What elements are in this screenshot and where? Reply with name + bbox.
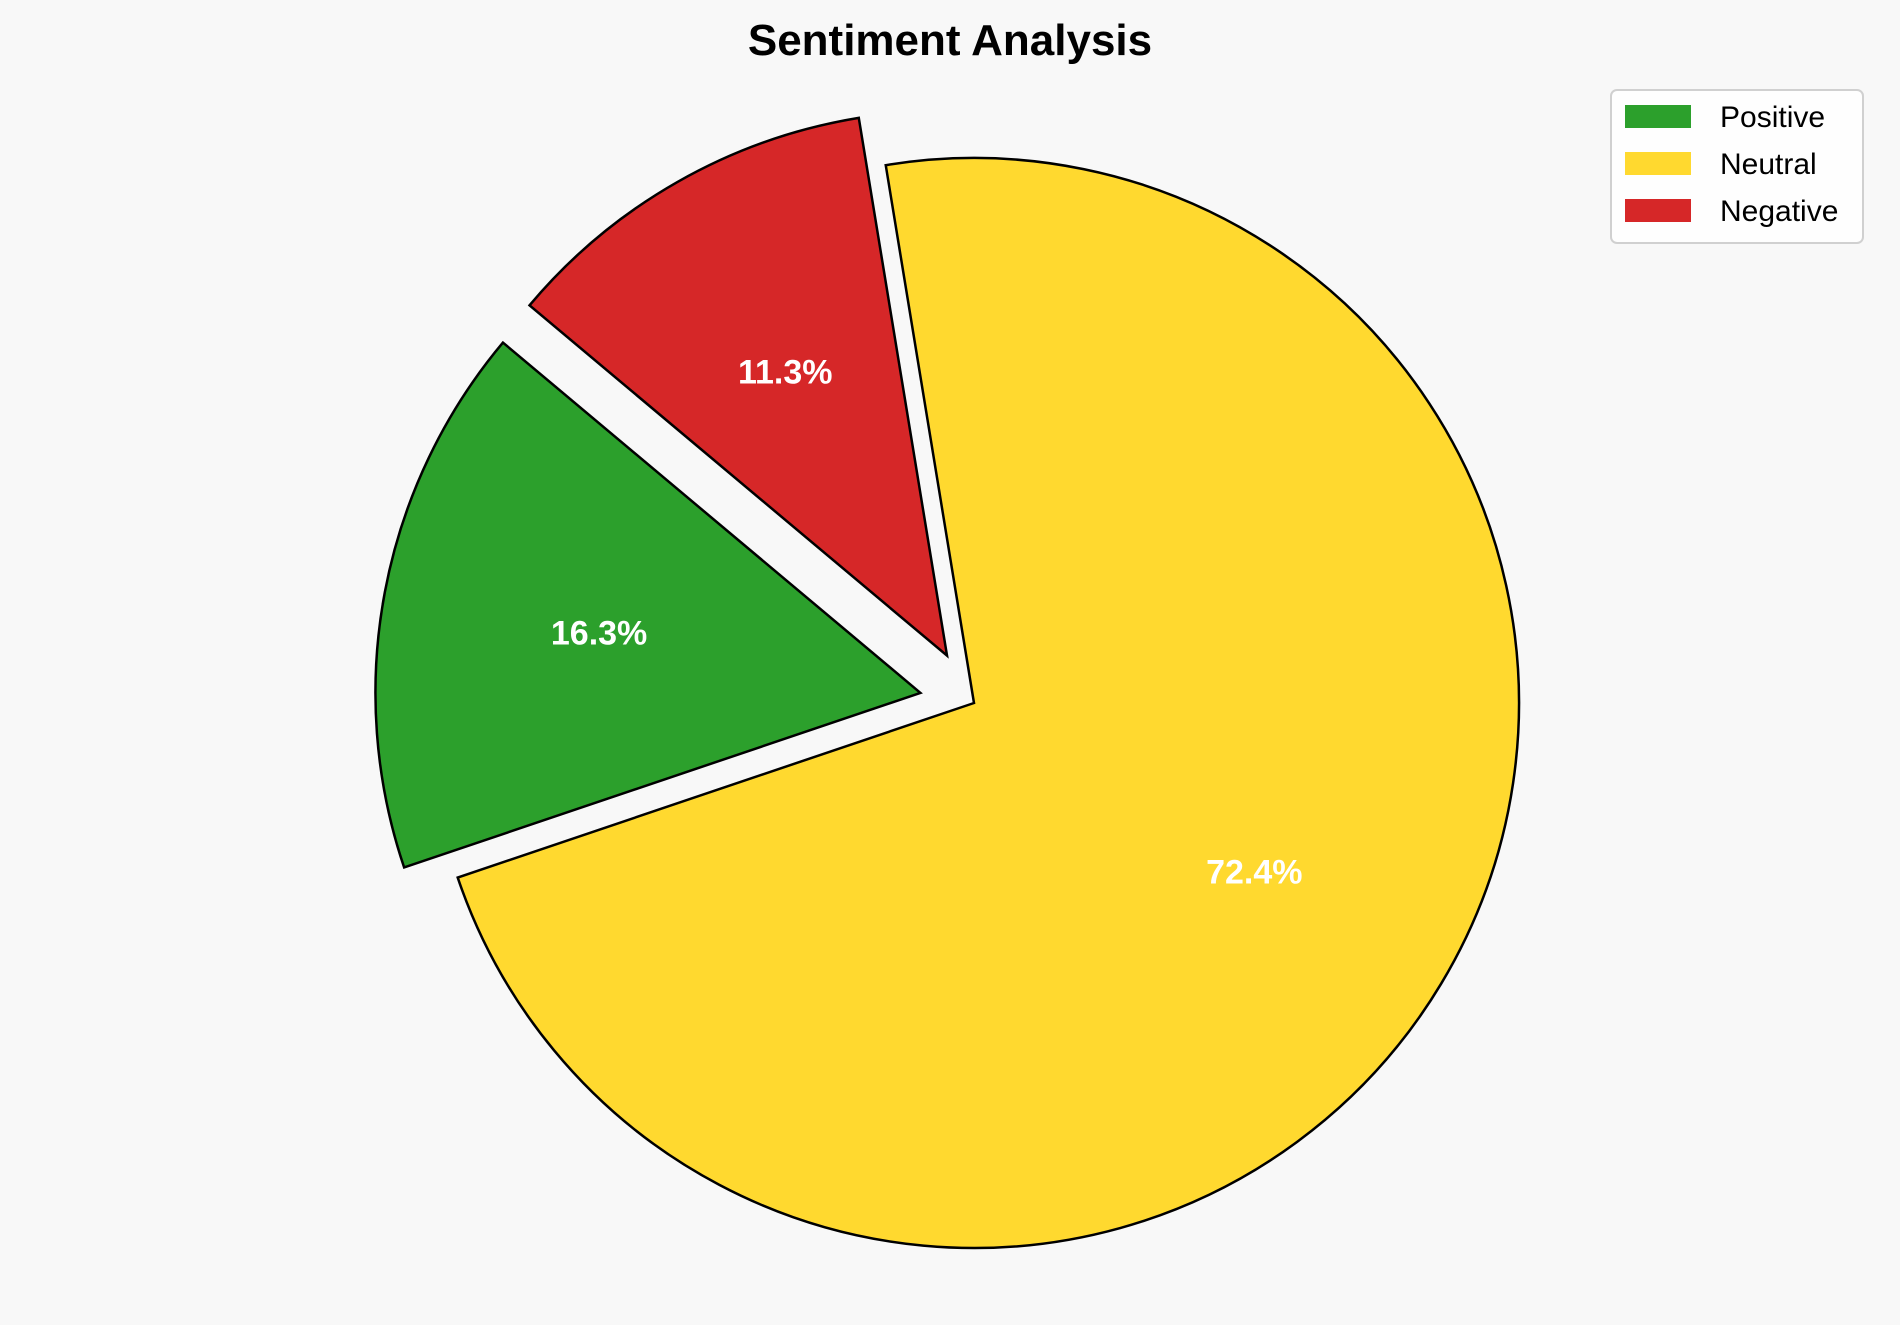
legend-swatch-neutral [1625,152,1691,175]
pie-slice-neutral [456,156,1521,1250]
legend-swatch-negative [1625,199,1691,222]
chart-title: Sentiment Analysis [748,16,1152,65]
legend-label-positive: Positive [1720,101,1825,134]
pie-slice-positive [374,340,923,870]
slice-label-positive: 16.3% [551,614,647,652]
legend: Positive Neutral Negative [1610,89,1864,244]
slice-label-negative: 11.3% [738,353,833,391]
legend-label-neutral: Neutral [1720,148,1817,181]
pie-slice-negative [527,116,949,659]
legend-swatch-positive [1625,105,1691,128]
legend-label-negative: Negative [1720,195,1838,228]
slice-label-neutral: 72.4% [1206,853,1302,891]
